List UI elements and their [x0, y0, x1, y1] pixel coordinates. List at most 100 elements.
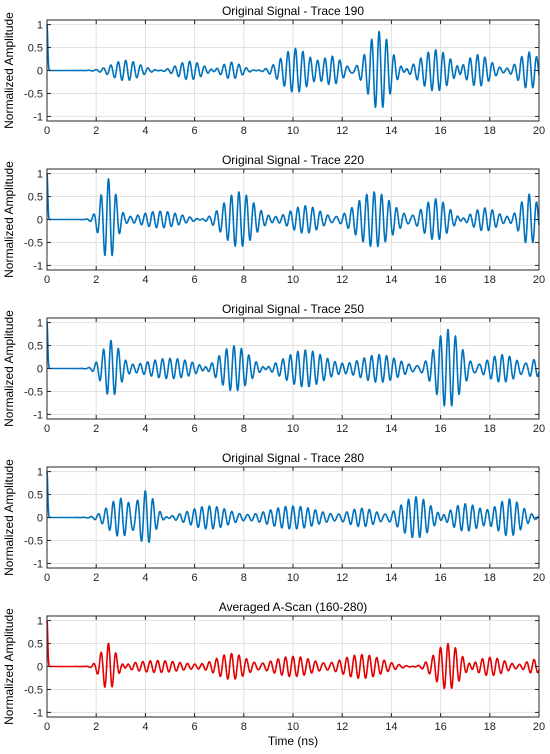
x-tick-label: 12 — [336, 274, 348, 286]
x-tick-label: 18 — [484, 125, 496, 137]
x-tick-label: 10 — [287, 125, 299, 137]
x-tick-label: 0 — [44, 423, 50, 435]
x-tick-label: 0 — [44, 125, 50, 137]
signal-line — [46, 620, 540, 690]
y-tick-label: 0.5 — [28, 43, 43, 55]
x-tick-label: 2 — [93, 125, 99, 137]
x-tick-label: 16 — [434, 125, 446, 137]
x-tick-label: 20 — [533, 274, 545, 286]
x-tick-label: 0 — [44, 274, 50, 286]
y-tick-label: 0 — [37, 513, 43, 525]
x-tick-label: 6 — [192, 423, 198, 435]
x-tick-label: 4 — [142, 572, 148, 584]
x-tick-label: 16 — [434, 274, 446, 286]
y-tick-label: -1 — [33, 260, 43, 272]
x-tick-label: 8 — [241, 423, 247, 435]
y-tick-label: 1 — [37, 20, 43, 32]
subplot-title: Original Signal - Trace 190 — [222, 4, 364, 18]
y-tick-label: 1 — [37, 318, 43, 330]
x-tick-label: 6 — [192, 274, 198, 286]
y-tick-label: -1 — [33, 707, 43, 719]
x-tick-label: 16 — [434, 423, 446, 435]
y-tick-label: -0.5 — [24, 684, 43, 696]
y-tick-label: -0.5 — [24, 88, 43, 100]
subplot-title: Averaged A-Scan (160-280) — [219, 600, 368, 614]
x-tick-label: 14 — [385, 274, 397, 286]
y-axis-label: Normalized Amplitude — [2, 161, 16, 278]
y-tick-label: 0.5 — [28, 639, 43, 651]
y-tick-label: 0 — [37, 215, 43, 227]
x-tick-label: 16 — [434, 721, 446, 733]
x-tick-label: 4 — [142, 721, 148, 733]
x-tick-label: 2 — [93, 423, 99, 435]
x-tick-label: 14 — [385, 125, 397, 137]
x-tick-label: 18 — [484, 423, 496, 435]
x-tick-label: 14 — [385, 423, 397, 435]
y-tick-label: 1 — [37, 169, 43, 181]
x-tick-label: 20 — [533, 423, 545, 435]
signal-line — [46, 322, 540, 407]
subplot-title: Original Signal - Trace 220 — [222, 153, 364, 167]
y-tick-label: 1 — [37, 616, 43, 628]
y-tick-label: 0 — [37, 364, 43, 376]
x-tick-label: 8 — [241, 572, 247, 584]
x-tick-label: 10 — [287, 572, 299, 584]
signal-line — [46, 471, 540, 543]
x-tick-label: 12 — [336, 423, 348, 435]
x-tick-label: 8 — [241, 274, 247, 286]
x-tick-label: 6 — [192, 721, 198, 733]
x-tick-label: 18 — [484, 572, 496, 584]
x-tick-label: 20 — [533, 572, 545, 584]
x-tick-label: 2 — [93, 274, 99, 286]
y-axis-label: Normalized Amplitude — [2, 459, 16, 576]
x-tick-label: 20 — [533, 125, 545, 137]
y-tick-label: 0 — [37, 66, 43, 78]
y-tick-label: -0.5 — [24, 237, 43, 249]
subplot-title: Original Signal - Trace 250 — [222, 302, 364, 316]
x-tick-label: 4 — [142, 423, 148, 435]
x-tick-label: 0 — [44, 721, 50, 733]
x-tick-label: 0 — [44, 572, 50, 584]
y-axis-label: Normalized Amplitude — [2, 608, 16, 725]
x-tick-label: 18 — [484, 274, 496, 286]
y-tick-label: 0.5 — [28, 192, 43, 204]
x-tick-label: 2 — [93, 572, 99, 584]
y-tick-label: 1 — [37, 467, 43, 479]
y-axis-label: Normalized Amplitude — [2, 12, 16, 129]
x-tick-label: 6 — [192, 572, 198, 584]
x-tick-label: 4 — [142, 125, 148, 137]
signal-line — [46, 24, 540, 109]
x-tick-label: 10 — [287, 274, 299, 286]
y-tick-label: 0.5 — [28, 490, 43, 502]
x-tick-label: 4 — [142, 274, 148, 286]
y-axis-label: Normalized Amplitude — [2, 310, 16, 427]
subplot-title: Original Signal - Trace 280 — [222, 451, 364, 465]
x-tick-label: 12 — [336, 125, 348, 137]
x-tick-label: 12 — [336, 721, 348, 733]
x-tick-label: 18 — [484, 721, 496, 733]
y-tick-label: -1 — [33, 558, 43, 570]
x-tick-label: 2 — [93, 721, 99, 733]
y-tick-label: 0.5 — [28, 341, 43, 353]
y-tick-label: -1 — [33, 111, 43, 123]
x-tick-label: 8 — [241, 125, 247, 137]
x-tick-label: 12 — [336, 572, 348, 584]
x-tick-label: 20 — [533, 721, 545, 733]
x-tick-label: 16 — [434, 572, 446, 584]
x-tick-label: 10 — [287, 423, 299, 435]
signal-line — [46, 173, 540, 257]
x-tick-label: 8 — [241, 721, 247, 733]
y-tick-label: 0 — [37, 662, 43, 674]
x-tick-label: 10 — [287, 721, 299, 733]
x-tick-label: 14 — [385, 721, 397, 733]
y-tick-label: -1 — [33, 409, 43, 421]
x-axis-label: Time (ns) — [268, 734, 318, 748]
y-tick-label: -0.5 — [24, 535, 43, 547]
y-tick-label: -0.5 — [24, 386, 43, 398]
